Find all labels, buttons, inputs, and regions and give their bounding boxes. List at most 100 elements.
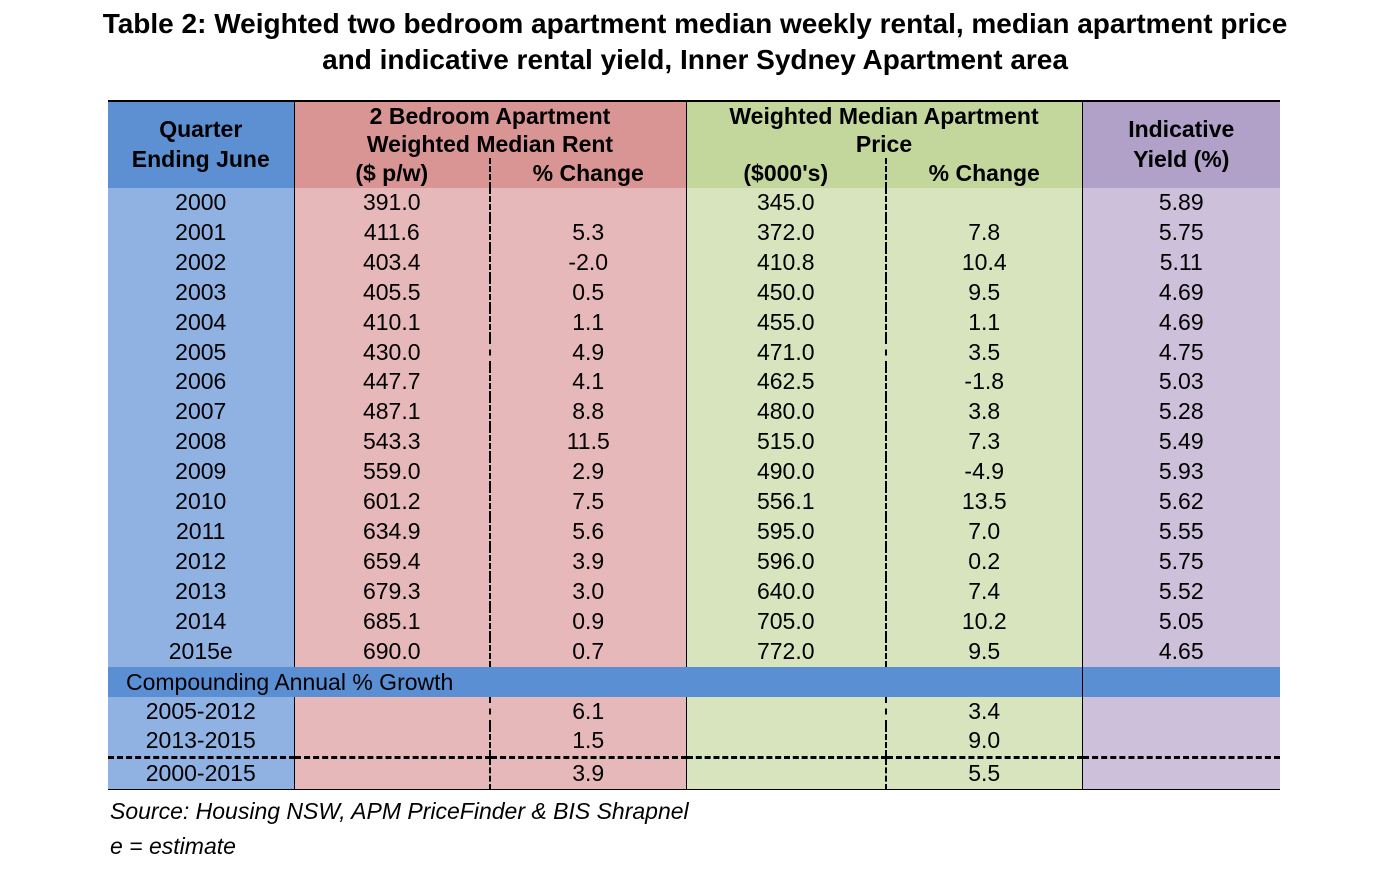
- cell-rent: 391.0: [294, 188, 491, 218]
- table-row: 2003 405.5 0.5 450.0 9.5 4.69: [108, 277, 1280, 308]
- cell-rent-change: 0.5: [490, 277, 686, 308]
- cell-yield: 5.55: [1081, 516, 1280, 547]
- growth-yield-blank: [1081, 696, 1280, 727]
- cell-rent: 685.1: [294, 606, 491, 637]
- cell-rent: 430.0: [294, 337, 491, 368]
- table-body: 2000 391.0 345.0 5.89 2001 411.6 5.3 372.0 7.8 5.…: [108, 188, 1280, 667]
- cell-rent-change: 3.9: [490, 546, 686, 577]
- growth-period: 2005-2012: [108, 696, 295, 727]
- cell-quarter: 2000: [108, 188, 295, 218]
- cell-quarter: 2007: [108, 397, 295, 428]
- cell-yield: 4.69: [1081, 307, 1280, 338]
- cell-rent-change: 1.1: [490, 307, 686, 338]
- cell-rent-change: 7.5: [490, 487, 686, 517]
- cell-price-change: 9.5: [886, 636, 1082, 667]
- cell-yield: 4.69: [1081, 277, 1280, 308]
- cell-price: 372.0: [685, 217, 887, 248]
- cell-rent: 690.0: [294, 636, 491, 667]
- rental-yield-table: Quarter Ending June 2 Bedroom Apartment …: [108, 100, 1280, 791]
- header-price-line1: Weighted Median Apartment: [685, 100, 1082, 130]
- cell-price: 596.0: [685, 546, 887, 577]
- compounding-label: Compounding Annual % Growth: [108, 666, 1082, 697]
- cell-price-change: 7.0: [886, 516, 1082, 547]
- cell-quarter: 2010: [108, 487, 295, 517]
- cell-rent: 487.1: [294, 397, 491, 428]
- cell-rent: 403.4: [294, 247, 491, 278]
- cell-rent-change: 0.7: [490, 636, 686, 667]
- cell-quarter: 2014: [108, 606, 295, 637]
- cell-price-change: [886, 188, 1082, 218]
- growth-rent-blank: [294, 696, 491, 727]
- growth-price-blank: [685, 726, 887, 758]
- cell-price: 462.5: [685, 367, 887, 398]
- table-row: 2014 685.1 0.9 705.0 10.2 5.05: [108, 606, 1280, 637]
- header-rent-line2: Weighted Median Rent: [294, 130, 686, 158]
- cell-rent: 634.9: [294, 516, 491, 547]
- cell-price: 640.0: [685, 576, 887, 607]
- cell-quarter: 2013: [108, 576, 295, 607]
- cell-price-change: 7.4: [886, 576, 1082, 607]
- cell-yield: 5.28: [1081, 397, 1280, 428]
- source-note: Source: Housing NSW, APM PriceFinder & B…: [110, 798, 689, 824]
- cell-yield: 5.75: [1081, 217, 1280, 248]
- cell-price: 345.0: [685, 188, 887, 218]
- cell-price-change: 9.5: [886, 277, 1082, 308]
- cell-rent: 447.7: [294, 367, 491, 398]
- compounding-row: Compounding Annual % Growth: [108, 666, 1280, 697]
- table-row: 2013 679.3 3.0 640.0 7.4 5.52: [108, 576, 1280, 607]
- cell-price: 556.1: [685, 487, 887, 517]
- cell-quarter: 2004: [108, 307, 295, 338]
- table-row: 2000 391.0 345.0 5.89: [108, 188, 1280, 218]
- title-line-2: and indicative rental yield, Inner Sydne…: [322, 44, 1068, 75]
- table-row: 2007 487.1 8.8 480.0 3.8 5.28: [108, 397, 1280, 428]
- cell-rent: 601.2: [294, 487, 491, 517]
- cell-rent-change: 3.0: [490, 576, 686, 607]
- cell-rent: 679.3: [294, 576, 491, 607]
- header-price-thousands: ($000's): [685, 158, 887, 188]
- cell-rent: 411.6: [294, 217, 491, 248]
- cell-price-change: 10.4: [886, 247, 1082, 278]
- table-row: 2010 601.2 7.5 556.1 13.5 5.62: [108, 487, 1280, 517]
- cell-price-change: 7.8: [886, 217, 1082, 248]
- growth-yield-blank: [1081, 726, 1280, 758]
- cell-quarter: 2005: [108, 337, 295, 368]
- header-quarter: Quarter Ending June: [108, 100, 295, 188]
- cell-yield: 5.11: [1081, 247, 1280, 278]
- cell-rent: 410.1: [294, 307, 491, 338]
- cell-price-change: 3.8: [886, 397, 1082, 428]
- header-rent-line1: 2 Bedroom Apartment: [294, 100, 686, 130]
- table-row: 2012 659.4 3.9 596.0 0.2 5.75: [108, 546, 1280, 577]
- cell-rent-change: 5.6: [490, 516, 686, 547]
- cell-yield: 5.62: [1081, 487, 1280, 517]
- growth-row: 2005-2012 6.1 3.4: [108, 696, 1280, 727]
- cell-yield: 5.89: [1081, 188, 1280, 218]
- table-row: 2009 559.0 2.9 490.0 -4.9 5.93: [108, 457, 1280, 488]
- header-yield-line1: Indicative: [1128, 116, 1235, 143]
- cell-rent-change: [490, 188, 686, 218]
- table-row: 2015e 690.0 0.7 772.0 9.5 4.65: [108, 636, 1280, 667]
- cell-quarter: 2009: [108, 457, 295, 488]
- growth-rent-blank: [294, 756, 491, 791]
- growth-price-change: 5.5: [886, 756, 1082, 791]
- cell-price: 455.0: [685, 307, 887, 338]
- compounding-yield-blank: [1081, 666, 1280, 697]
- cell-price-change: -1.8: [886, 367, 1082, 398]
- cell-price: 772.0: [685, 636, 887, 667]
- cell-quarter: 2003: [108, 277, 295, 308]
- growth-period: 2000-2015: [108, 756, 295, 791]
- growth-body: 2005-2012 6.1 3.4 2013-2015 1.5 9.0 2000-2015 3…: [108, 696, 1280, 791]
- header-rent-change: % Change: [490, 158, 686, 188]
- table-row: 2002 403.4 -2.0 410.8 10.4 5.11: [108, 247, 1280, 278]
- cell-price: 515.0: [685, 427, 887, 458]
- table-row: 2001 411.6 5.3 372.0 7.8 5.75: [108, 217, 1280, 248]
- cell-quarter: 2015e: [108, 636, 295, 667]
- estimate-note: e = estimate: [110, 833, 236, 859]
- cell-price: 471.0: [685, 337, 887, 368]
- cell-price-change: 7.3: [886, 427, 1082, 458]
- header-rent-dollars: ($ p/w): [294, 158, 491, 188]
- table-title: Table 2: Weighted two bedroom apartment …: [0, 6, 1390, 78]
- growth-rent-change: 3.9: [490, 756, 686, 791]
- header-price-change: % Change: [886, 158, 1082, 188]
- cell-rent: 405.5: [294, 277, 491, 308]
- cell-price: 450.0: [685, 277, 887, 308]
